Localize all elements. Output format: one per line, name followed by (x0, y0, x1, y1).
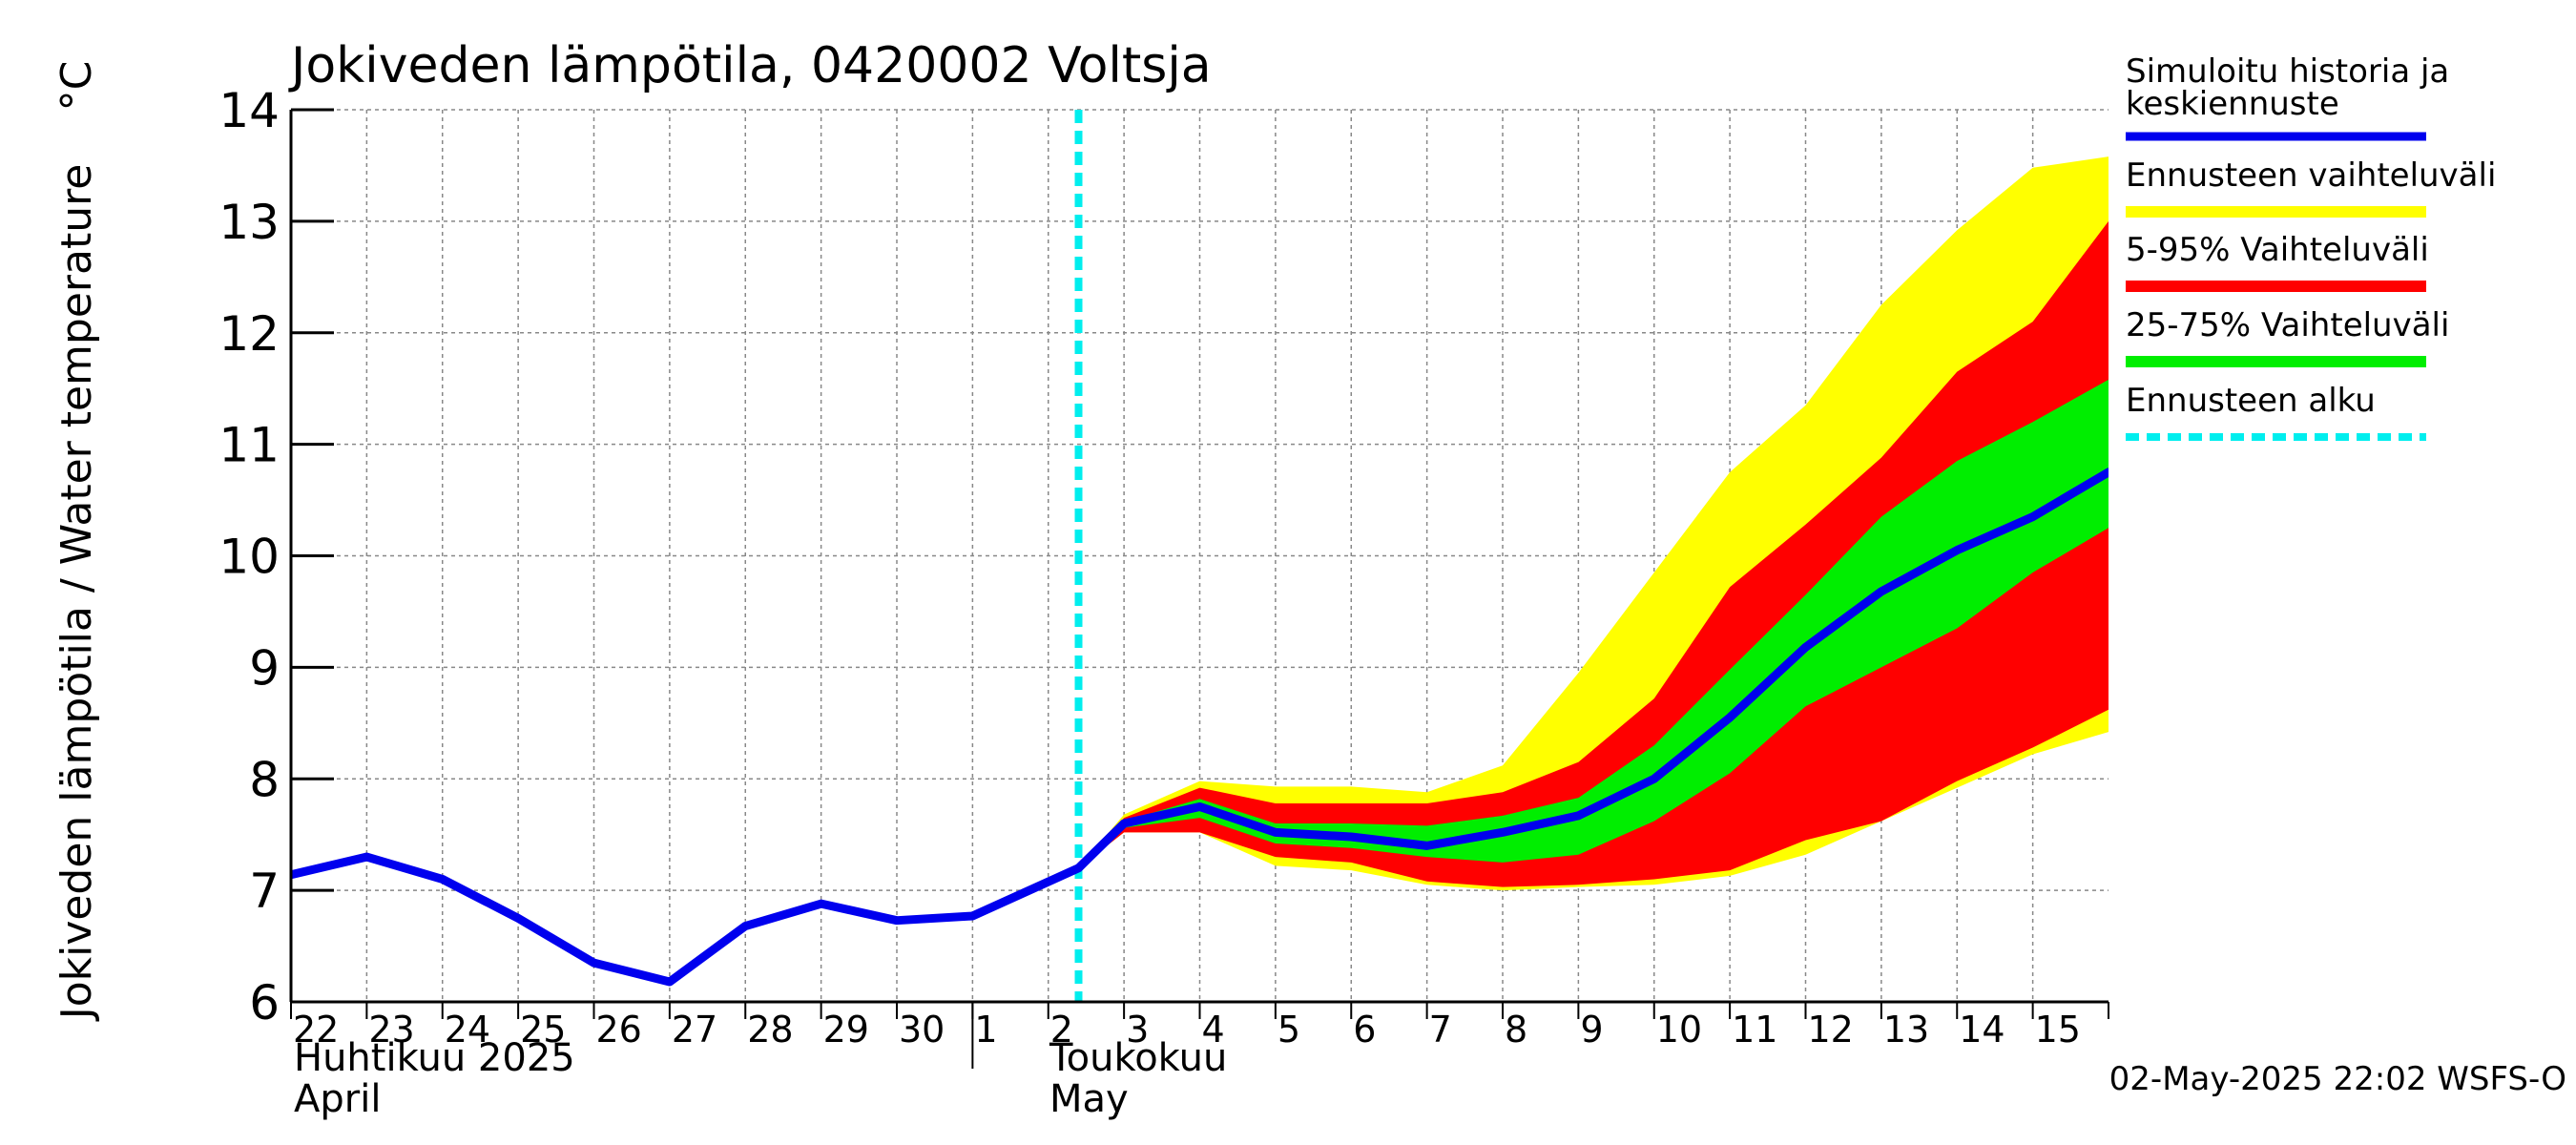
x-tick-label: 7 (1429, 1009, 1452, 1051)
x-tick-label: 10 (1656, 1009, 1702, 1051)
x-tick-label: 29 (823, 1009, 869, 1051)
x-tick-label: 3 (1126, 1009, 1149, 1051)
axes (289, 108, 2109, 1069)
x-tick-label: 27 (672, 1009, 717, 1051)
x-tick-label: 26 (596, 1009, 642, 1051)
x-tick-label: 9 (1580, 1009, 1603, 1051)
y-axis-unit: °C (52, 61, 101, 112)
forecast-bands (1078, 156, 2109, 891)
y-tick-label: 9 (249, 640, 280, 696)
x-tick-label: 2 (1050, 1009, 1073, 1051)
y-tick-label: 11 (218, 418, 280, 473)
x-tick-label: 25 (520, 1009, 566, 1051)
y-tick-label: 12 (218, 306, 280, 362)
month-label-april-en: April (294, 1077, 381, 1121)
x-tick-label: 1 (974, 1009, 997, 1051)
x-tick-labels: 22 23 24 25 26 27 28 29 30 1 2 3 4 5 6 7 8 9 10 11 12 13 14 15 (293, 1009, 2081, 1051)
month-label-may-fi: Toukokuu (1049, 1036, 1227, 1080)
x-tick-label: 6 (1353, 1009, 1376, 1051)
x-tick-label: 30 (899, 1009, 945, 1051)
x-tick-label: 28 (747, 1009, 793, 1051)
x-tick-label: 22 (293, 1009, 339, 1051)
series-line-mean (291, 468, 2109, 987)
x-tick-label: 4 (1202, 1009, 1225, 1051)
legend-label-4: Ennusteen alku (2126, 382, 2376, 420)
x-tick-label: 24 (445, 1009, 490, 1051)
y-tick-label: 7 (249, 864, 280, 919)
x-tick-label: 23 (368, 1009, 414, 1051)
band-3 (1078, 379, 2109, 868)
legend-label-2: 5-95% Vaihteluväli (2126, 231, 2429, 269)
month-label-april-fi: Huhtikuu 2025 (294, 1036, 575, 1080)
chart-title: Jokiveden lämpötila, 0420002 Voltsja (288, 37, 1212, 94)
x-tick-label: 14 (1959, 1009, 2005, 1051)
legend-label-3: 25-75% Vaihteluväli (2126, 306, 2449, 344)
footer-timestamp: 02-May-2025 22:02 WSFS-O (2109, 1060, 2566, 1098)
y-tick-label: 8 (249, 752, 280, 807)
x-tick-label: 11 (1732, 1009, 1777, 1051)
x-tick-label: 12 (1808, 1009, 1854, 1051)
legend-label-1: Ennusteen vaihteluväli (2126, 156, 2496, 195)
band-2 (1078, 220, 2109, 887)
legend-label-mean: Simuloitu historia ja (2126, 52, 2449, 91)
x-tick-label: 15 (2035, 1009, 2081, 1051)
y-axis-label: Jokiveden lämpötila / Water temperature (52, 164, 101, 1023)
x-tick-label: 8 (1505, 1009, 1527, 1051)
y-tick-label: 6 (249, 975, 280, 1030)
y-tick-label: 14 (218, 83, 280, 138)
x-tick-label: 5 (1278, 1009, 1300, 1051)
y-tick-label: 10 (218, 530, 280, 585)
x-tick-label: 13 (1883, 1009, 1929, 1051)
series-lines (291, 110, 2109, 1002)
y-tick-label: 13 (218, 195, 280, 250)
y-tick-labels: 6 7 8 9 10 11 12 13 14 (218, 83, 280, 1030)
legend-label-mean-line2: keskiennuste (2126, 85, 2339, 123)
month-label-may-en: May (1049, 1077, 1129, 1121)
